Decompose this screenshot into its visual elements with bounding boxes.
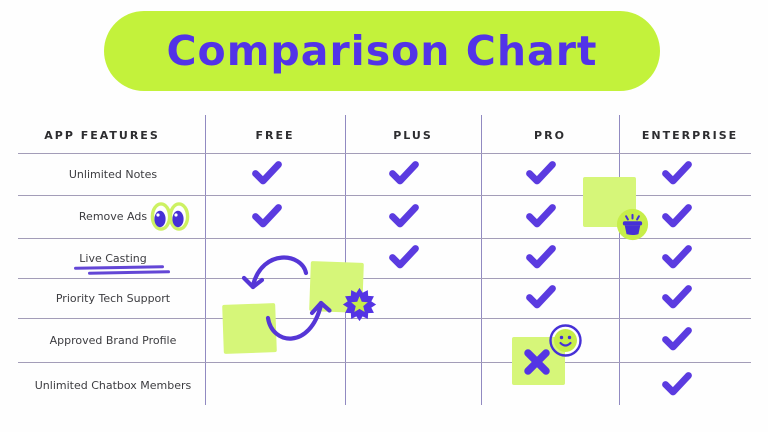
check-icon [389, 203, 420, 228]
feature-label: Approved Brand Profile [49, 333, 177, 347]
check-icon [662, 245, 693, 270]
page-title: Comparison Chart [166, 27, 598, 75]
grid-horizontal-line [18, 153, 751, 154]
feature-label: Priority Tech Support [55, 291, 171, 305]
column-header-enterprise: ENTERPRISE [641, 128, 739, 142]
check-icon [389, 245, 420, 270]
column-header-pro: PRO [534, 128, 566, 142]
check-icon [526, 161, 557, 186]
check-icon [389, 161, 420, 186]
basket-icon [616, 208, 649, 241]
feature-label: Unlimited Chatbox Members [34, 378, 192, 392]
check-icon [662, 203, 693, 228]
grid-vertical-line [619, 115, 620, 405]
check-icon [662, 161, 693, 186]
feature-label: Remove Ads [78, 210, 148, 223]
grid-horizontal-line [18, 278, 751, 279]
check-icon [662, 285, 693, 310]
grid-horizontal-line [18, 318, 751, 319]
check-icon [252, 161, 283, 186]
check-icon [526, 245, 557, 270]
swap-arrows-icon [241, 255, 332, 341]
check-icon [252, 203, 283, 228]
grid-horizontal-line [18, 362, 751, 363]
title-banner: Comparison Chart [104, 11, 660, 91]
grid-horizontal-line [18, 238, 751, 239]
x-mark-icon [524, 349, 550, 375]
column-header-plus: PLUS [393, 128, 433, 142]
check-icon [526, 203, 557, 228]
grid-vertical-line [345, 115, 346, 405]
check-icon [662, 372, 693, 397]
feature-label: Live Casting [79, 251, 147, 265]
grid-vertical-line [205, 115, 206, 405]
check-icon [526, 285, 557, 310]
grid-horizontal-line [18, 195, 751, 196]
column-header-free: FREE [255, 128, 295, 142]
star-badge-icon [342, 287, 377, 322]
check-icon [662, 327, 693, 352]
column-header-app-features: APP FEATURES [44, 128, 160, 142]
feature-label: Unlimited Notes [68, 167, 158, 181]
eyes-icon [150, 202, 190, 231]
grid-vertical-line [481, 115, 482, 405]
smiley-icon [549, 324, 582, 357]
